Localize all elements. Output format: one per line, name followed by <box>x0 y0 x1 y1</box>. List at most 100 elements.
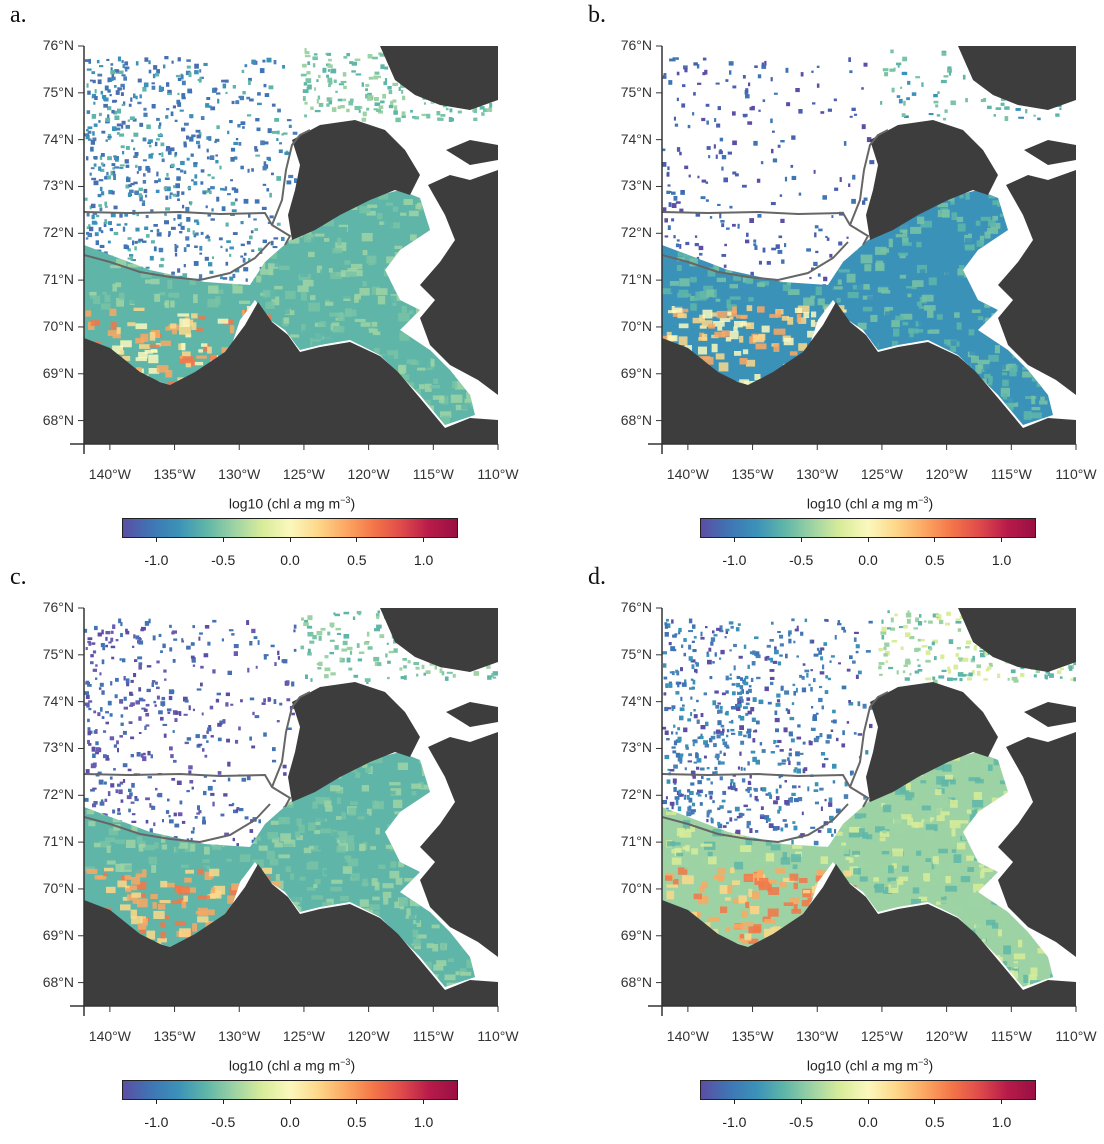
chl-pixel <box>690 712 693 717</box>
chl-pixel <box>751 105 755 111</box>
chl-pixel <box>195 129 201 133</box>
chl-pixel <box>100 90 104 95</box>
chl-pixel <box>181 820 186 824</box>
chl-pixel <box>743 734 747 738</box>
chl-pixel <box>773 328 786 335</box>
chl-pixel <box>371 304 381 310</box>
chl-pixel <box>956 216 964 223</box>
chl-pixel <box>997 262 1008 268</box>
chl-pixel <box>136 213 139 217</box>
chl-pixel <box>181 127 186 132</box>
chl-pixel <box>277 108 281 113</box>
chl-pixel <box>698 202 705 212</box>
chl-pixel <box>466 959 475 969</box>
chl-pixel <box>363 641 369 645</box>
land-mass <box>84 302 498 444</box>
chl-pixel <box>90 146 94 152</box>
chl-pixel <box>136 881 147 890</box>
chl-pixel <box>274 118 280 122</box>
chl-pixel <box>118 70 124 74</box>
chl-pixel <box>262 867 273 874</box>
chl-pixel <box>824 690 829 694</box>
chl-pixel <box>361 785 369 792</box>
chl-pixel <box>177 812 183 817</box>
chl-pixel <box>183 264 186 268</box>
chl-pixel <box>237 275 247 282</box>
chl-pixel <box>189 794 201 800</box>
chl-pixel <box>165 810 170 814</box>
chl-pixel <box>999 213 1012 217</box>
chl-pixel <box>376 796 383 802</box>
chl-pixel <box>150 796 156 805</box>
lat-label: 76°N <box>620 37 652 53</box>
chl-pixel <box>1004 116 1009 121</box>
chl-pixel <box>193 261 199 266</box>
chl-pixel <box>107 106 112 111</box>
chl-pixel <box>940 79 947 84</box>
chl-pixel <box>420 784 432 790</box>
chl-pixel <box>851 231 857 239</box>
chl-pixel <box>243 252 247 256</box>
chl-pixel <box>120 92 124 96</box>
chl-pixel <box>174 247 178 253</box>
chl-pixel <box>683 65 688 70</box>
chl-pixel <box>701 789 704 794</box>
chl-pixel <box>98 179 104 182</box>
chl-pixel <box>179 222 183 225</box>
chl-pixel <box>181 93 186 98</box>
chl-pixel <box>207 785 213 791</box>
colorbar-tick-label: -1.0 <box>144 552 169 568</box>
chl-pixel <box>1039 400 1048 405</box>
chl-pixel <box>920 220 932 228</box>
chl-pixel <box>140 753 144 758</box>
chl-pixel <box>907 80 911 85</box>
chl-pixel <box>398 861 404 868</box>
chl-pixel <box>190 642 195 646</box>
chl-pixel <box>359 899 369 907</box>
chl-pixel <box>746 731 751 734</box>
chl-pixel <box>130 801 135 804</box>
chl-pixel <box>679 208 684 213</box>
chl-pixel <box>233 651 238 656</box>
chl-pixel <box>413 939 421 947</box>
chl-pixel <box>680 696 683 701</box>
chl-pixel <box>177 198 180 201</box>
chl-pixel <box>171 259 178 269</box>
chl-pixel <box>804 618 808 623</box>
chl-pixel <box>700 196 706 200</box>
chl-pixel <box>275 874 280 881</box>
chl-pixel <box>163 766 175 771</box>
chl-pixel <box>712 800 715 804</box>
chl-pixel <box>186 838 190 842</box>
chl-pixel <box>296 835 303 841</box>
land-mass <box>380 608 498 672</box>
chl-pixel <box>694 243 699 247</box>
chl-pixel <box>311 895 323 900</box>
colorbar-title-part: −3 <box>340 1057 351 1067</box>
chl-pixel <box>788 734 793 737</box>
chl-pixel <box>382 883 394 889</box>
chl-pixel <box>303 234 315 243</box>
chl-pixel <box>276 222 281 226</box>
chl-pixel <box>770 77 773 82</box>
chl-pixel <box>418 363 428 371</box>
chl-pixel <box>379 263 384 271</box>
chl-pixel <box>884 307 890 316</box>
chl-pixel <box>791 840 794 845</box>
chl-pixel <box>702 238 714 246</box>
chl-pixel <box>678 336 688 346</box>
chl-pixel <box>676 239 680 242</box>
chl-pixel <box>896 95 901 98</box>
chl-pixel <box>135 635 140 640</box>
chl-pixel <box>266 793 276 798</box>
chl-pixel <box>365 83 370 87</box>
chl-pixel <box>258 228 270 232</box>
chl-pixel <box>191 657 196 662</box>
chl-pixel <box>747 121 753 125</box>
chl-pixel <box>473 385 475 394</box>
chl-pixel <box>165 915 170 920</box>
chl-pixel <box>809 220 822 226</box>
lat-label: 69°N <box>42 364 74 381</box>
chl-pixel <box>696 64 700 69</box>
chl-pixel <box>676 97 679 102</box>
